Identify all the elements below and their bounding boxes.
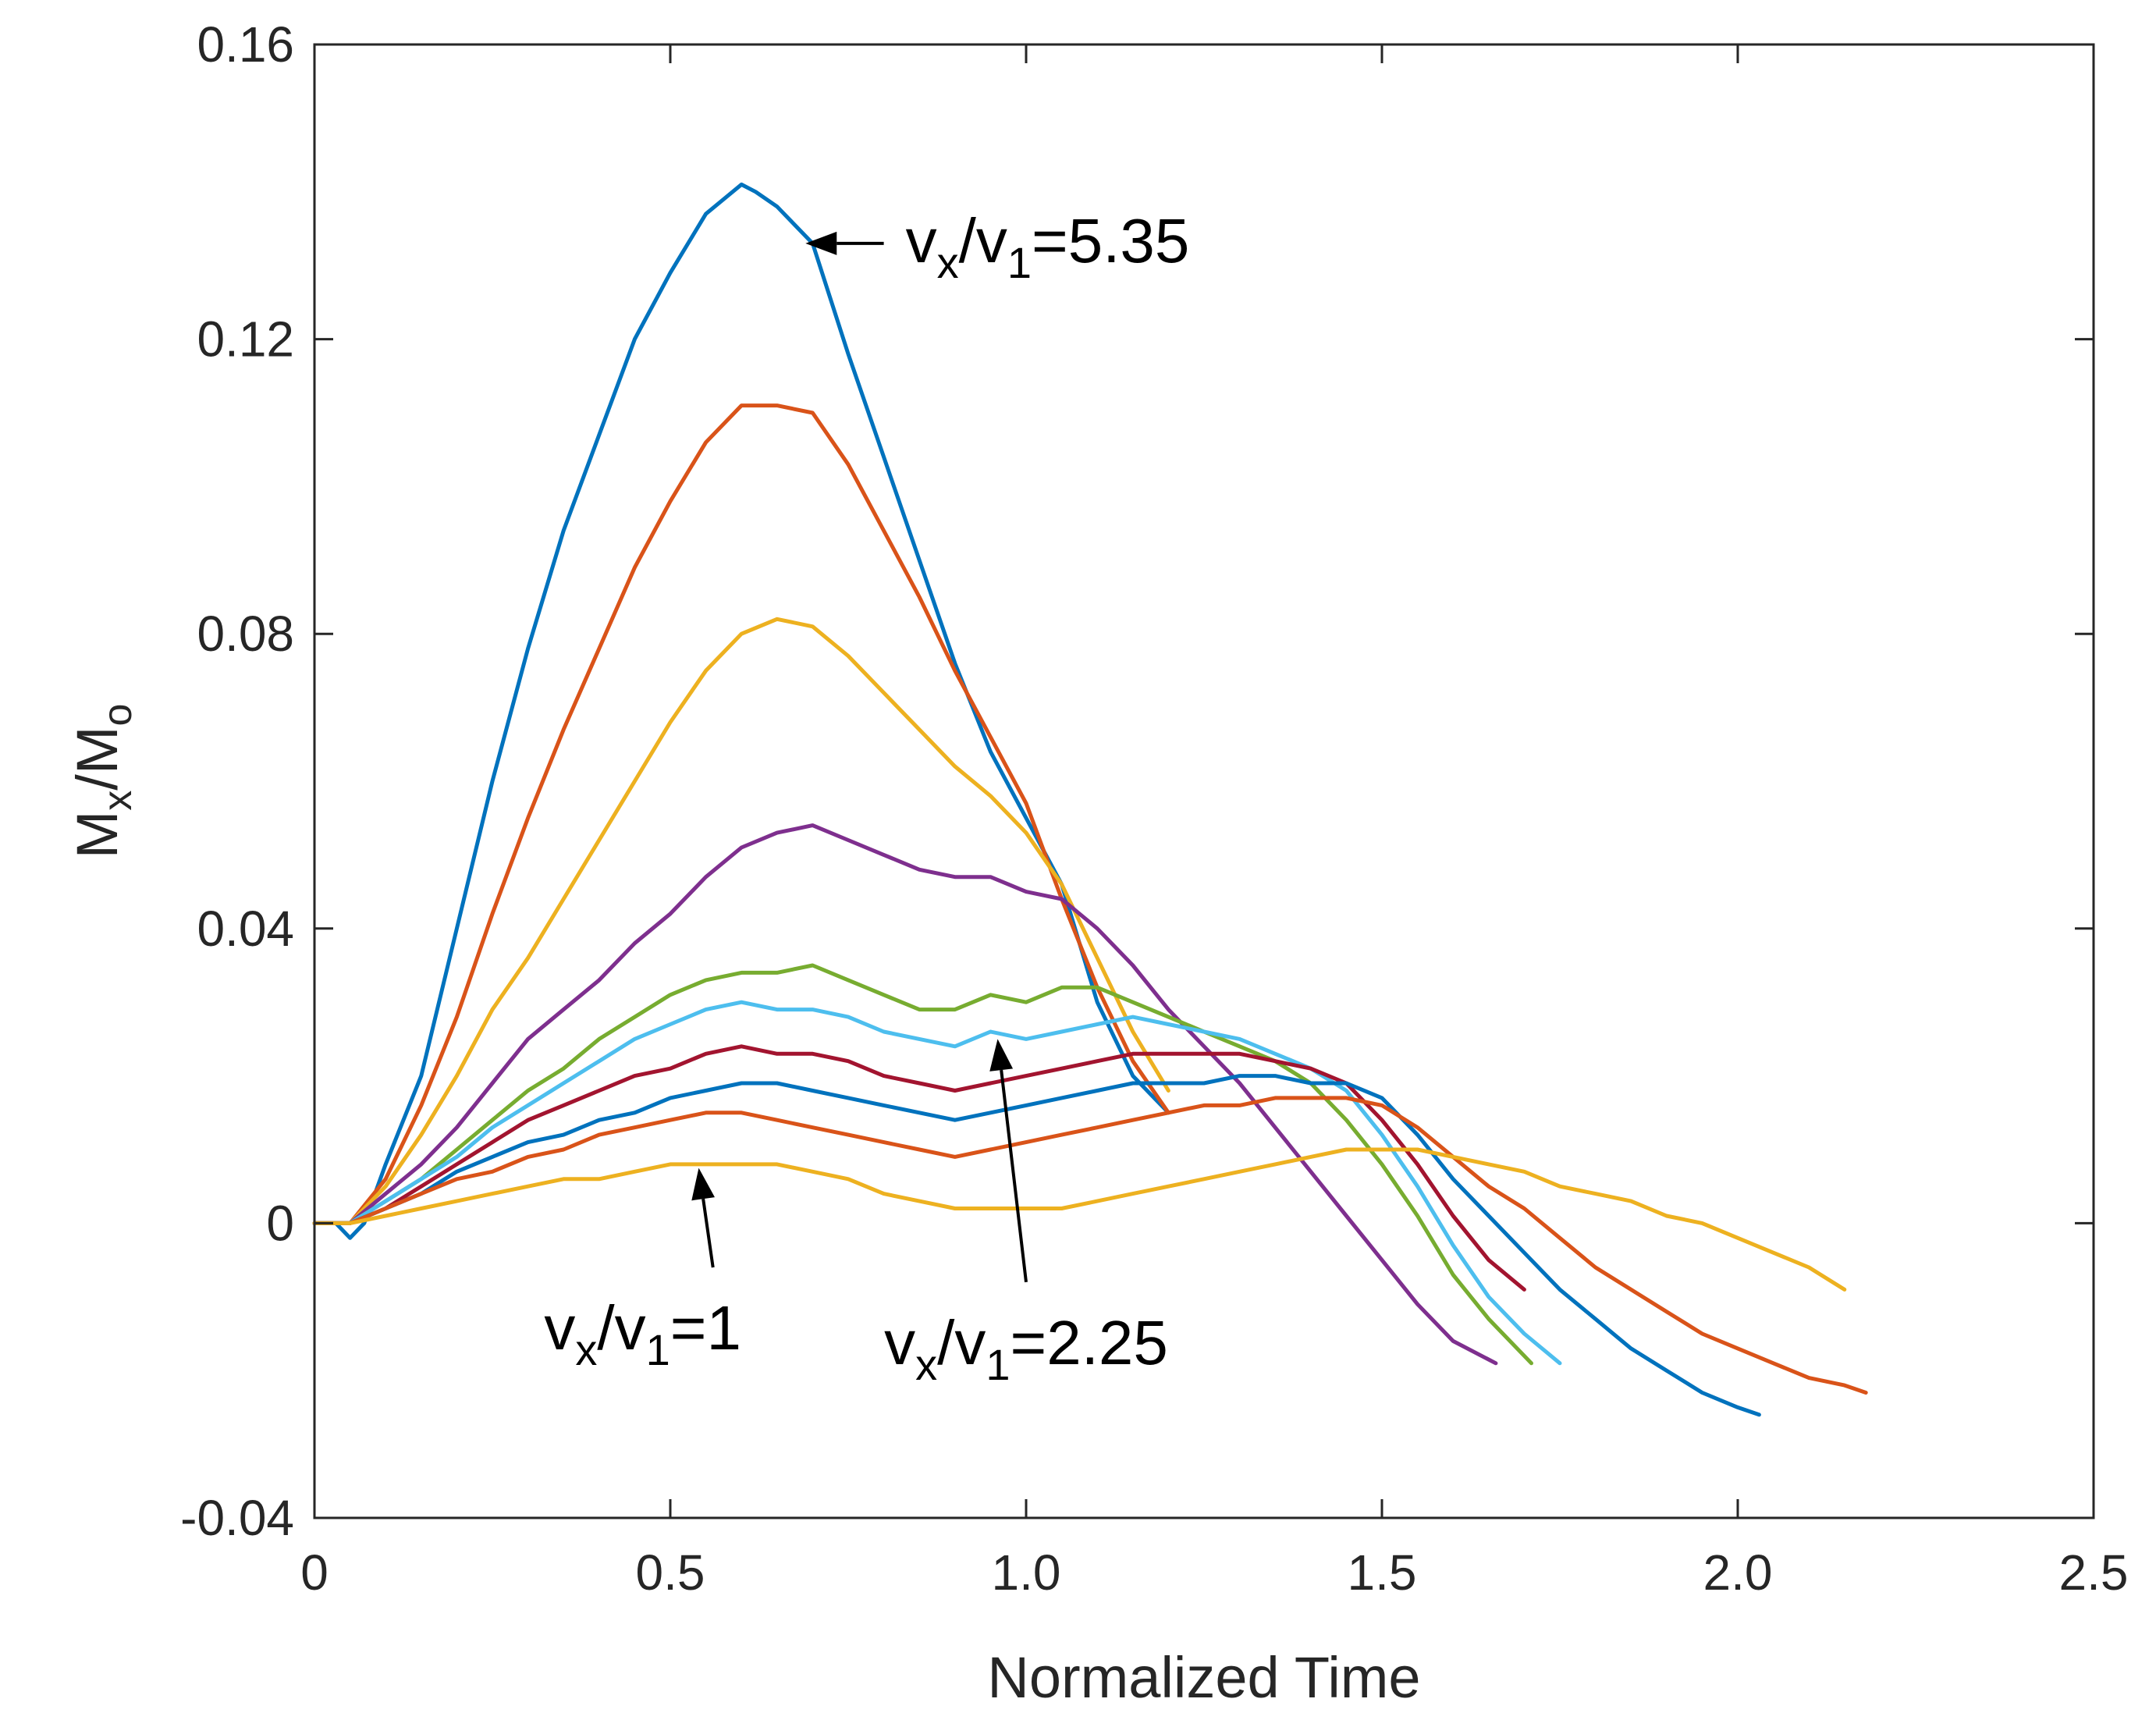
annotation-label-5-35: vx/v1=5.35 — [906, 206, 1190, 287]
y-tick-label: 0.04 — [197, 901, 294, 957]
series-line-8 — [312, 1074, 1761, 1417]
annotation-arrow-head — [989, 1039, 1014, 1072]
annotation-arrow-shaft — [1000, 1069, 1028, 1283]
y-tick-label: 0 — [266, 1195, 294, 1251]
series-line-1 — [312, 182, 1170, 1240]
x-tick-label: 1.5 — [1348, 1544, 1417, 1601]
y-tick-label: -0.04 — [180, 1490, 294, 1546]
series-line-5 — [312, 963, 1533, 1366]
series-layer — [312, 182, 1868, 1417]
x-tick-label: 0 — [300, 1544, 329, 1601]
y-axis-title-main: M — [65, 811, 130, 859]
series-line-2 — [312, 403, 1170, 1225]
annotation-label-2-25: vx/v1=2.25 — [884, 1308, 1168, 1389]
x-tick-label: 2.5 — [2059, 1544, 2129, 1601]
y-axis-title: Mx/Mo — [65, 704, 140, 859]
y-axis-title-mid: /M — [65, 727, 130, 791]
annotation-arrow-shaft — [701, 1198, 715, 1268]
annotation-arrow-head — [805, 231, 837, 255]
y-tick-labels: -0.04 0 0.04 0.08 0.12 0.16 — [180, 16, 294, 1546]
x-axis-title: Normalized Time — [987, 1645, 1420, 1710]
y-axis-title-sub2: o — [95, 704, 140, 727]
x-tick-label: 1.0 — [992, 1544, 1061, 1601]
annotation-arrows — [691, 231, 1028, 1283]
y-tick-label: 0.12 — [197, 311, 294, 368]
y-axis-title-sub1: x — [95, 791, 140, 811]
x-tick-label: 2.0 — [1703, 1544, 1773, 1601]
tick-layer — [313, 43, 2095, 1519]
y-tick-label: 0.16 — [197, 16, 294, 73]
series-line-4 — [312, 823, 1498, 1366]
annotation-arrow-head — [691, 1167, 715, 1201]
series-line-9 — [312, 1096, 1868, 1395]
x-tick-label: 0.5 — [636, 1544, 705, 1601]
annotation-label-1: vx/v1=1 — [544, 1293, 741, 1374]
series-line-10 — [312, 1147, 1847, 1292]
x-tick-labels: 0 0.5 1.0 1.5 2.0 2.5 — [300, 1544, 2128, 1601]
series-line-7 — [312, 1044, 1526, 1292]
y-tick-label: 0.08 — [197, 606, 294, 662]
series-line-3 — [312, 617, 1170, 1225]
plot-frame — [313, 43, 2095, 1519]
